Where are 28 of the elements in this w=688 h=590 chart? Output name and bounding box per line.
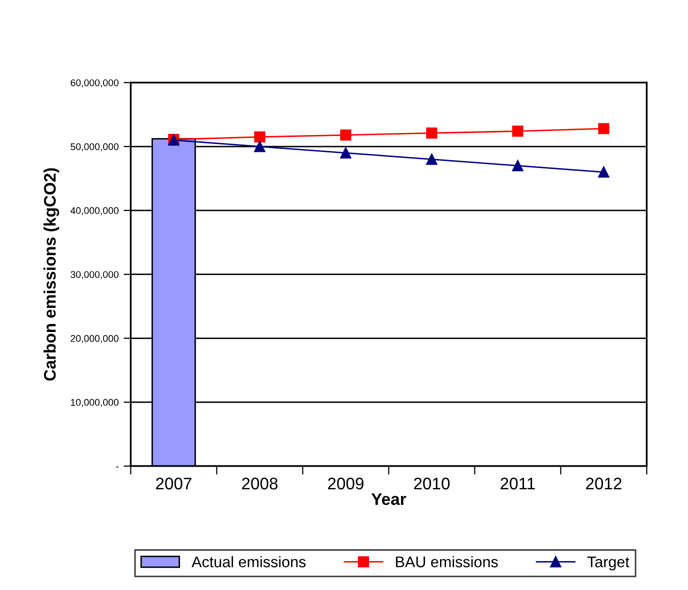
- y-tick-label: 20,000,000: [70, 335, 119, 344]
- point: [426, 154, 438, 165]
- y-tick-label: 50,000,000: [70, 143, 119, 152]
- x-tick-label: 2009: [328, 478, 364, 490]
- point: [254, 140, 266, 152]
- x-axis-title: Year: [371, 493, 406, 505]
- point: [512, 160, 524, 172]
- y-tick-label: 40,000,000: [70, 207, 119, 216]
- y-tick-label: 10,000,000: [71, 398, 119, 407]
- y-axis-title: Carbon emissions (kgCO2): [44, 168, 60, 381]
- point: [426, 128, 438, 139]
- x-tick-label: 2008: [242, 478, 278, 490]
- point: [340, 129, 352, 141]
- x-tick-label: 2010: [414, 478, 450, 490]
- y-tick-label: 30,000,000: [70, 271, 119, 280]
- x-tick-label: 2012: [586, 478, 622, 490]
- point: [340, 147, 352, 158]
- point: [254, 131, 266, 142]
- y-tick-label: -: [116, 466, 118, 468]
- point: [598, 123, 610, 134]
- point: [598, 166, 610, 178]
- y-tick-label: 60,000,000: [70, 79, 119, 88]
- x-tick-label: 2007: [156, 478, 192, 490]
- legend-label: Actual emissions: [192, 556, 306, 568]
- legend-label: Target: [587, 556, 630, 570]
- x-tick-label: 2011: [500, 478, 535, 490]
- point: [512, 126, 524, 137]
- legend-label: BAU emissions: [396, 556, 498, 568]
